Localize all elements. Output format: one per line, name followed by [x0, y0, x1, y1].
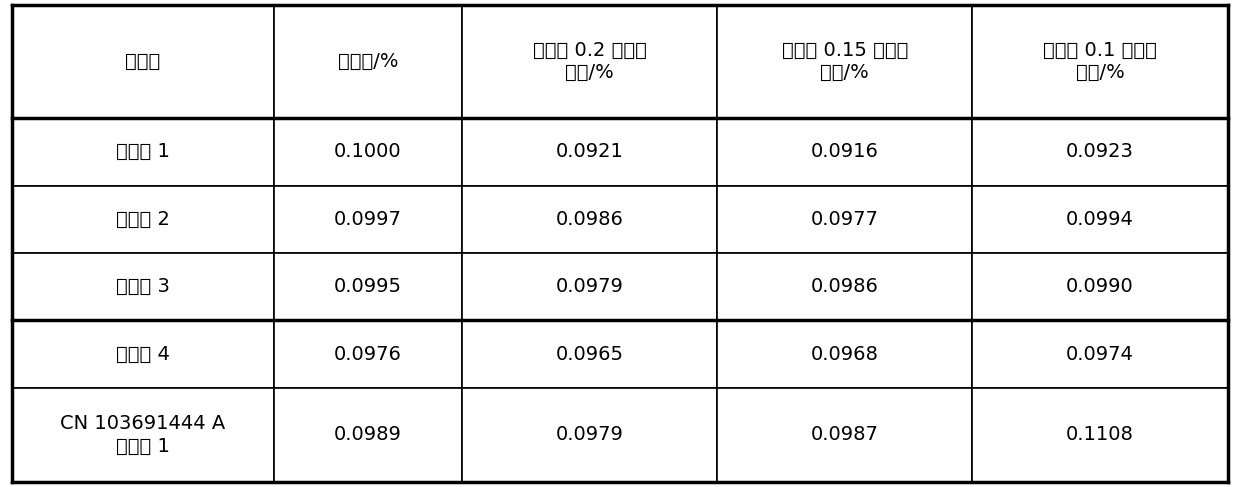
Text: 新样品/%: 新样品/%	[337, 52, 398, 71]
Bar	[274, 253, 463, 320]
Text: 0.0965: 0.0965	[556, 344, 624, 364]
Text: 0.0987: 0.0987	[811, 426, 879, 445]
Bar	[274, 320, 463, 388]
Bar	[274, 388, 463, 482]
Bar	[972, 253, 1228, 320]
Bar	[12, 320, 274, 388]
Bar	[972, 118, 1228, 186]
Text: 0.0976: 0.0976	[334, 344, 402, 364]
Bar	[717, 388, 972, 482]
Text: 汽气比 0.1 活性测
试后/%: 汽气比 0.1 活性测 试后/%	[1043, 41, 1157, 82]
Text: 0.0986: 0.0986	[811, 277, 879, 296]
Text: 0.0923: 0.0923	[1066, 142, 1133, 161]
Text: 汽气比 0.15 活性测
试后/%: 汽气比 0.15 活性测 试后/%	[781, 41, 908, 82]
Text: 实施例 3: 实施例 3	[117, 277, 170, 296]
Bar	[972, 5, 1228, 118]
Text: 催化剂: 催化剂	[125, 52, 161, 71]
Bar	[463, 5, 717, 118]
Text: 0.0989: 0.0989	[334, 426, 402, 445]
Text: 0.0968: 0.0968	[811, 344, 879, 364]
Bar	[717, 5, 972, 118]
Text: 0.1108: 0.1108	[1066, 426, 1133, 445]
Bar	[717, 118, 972, 186]
Text: 0.0921: 0.0921	[556, 142, 624, 161]
Text: 0.0995: 0.0995	[334, 277, 402, 296]
Bar	[972, 388, 1228, 482]
Bar	[972, 320, 1228, 388]
Bar	[274, 118, 463, 186]
Text: 汽气比 0.2 活性测
试后/%: 汽气比 0.2 活性测 试后/%	[533, 41, 646, 82]
Bar	[274, 5, 463, 118]
Text: 0.0990: 0.0990	[1066, 277, 1133, 296]
Bar	[972, 186, 1228, 253]
Bar	[717, 253, 972, 320]
Bar	[12, 186, 274, 253]
Text: 0.0977: 0.0977	[811, 210, 879, 229]
Bar	[463, 388, 717, 482]
Bar	[717, 320, 972, 388]
Text: 0.0986: 0.0986	[556, 210, 624, 229]
Text: 实施例 1: 实施例 1	[117, 142, 170, 161]
Bar	[12, 388, 274, 482]
Bar	[12, 5, 274, 118]
Bar	[12, 118, 274, 186]
Bar	[274, 186, 463, 253]
Text: 0.0979: 0.0979	[556, 426, 624, 445]
Bar	[12, 253, 274, 320]
Text: 实施例 4: 实施例 4	[117, 344, 170, 364]
Bar	[463, 118, 717, 186]
Text: 0.0979: 0.0979	[556, 277, 624, 296]
Text: 0.0997: 0.0997	[334, 210, 402, 229]
Bar	[463, 253, 717, 320]
Bar	[463, 320, 717, 388]
Text: 实施例 2: 实施例 2	[117, 210, 170, 229]
Text: 0.0974: 0.0974	[1066, 344, 1133, 364]
Text: 0.0994: 0.0994	[1066, 210, 1133, 229]
Text: CN 103691444 A
实施例 1: CN 103691444 A 实施例 1	[61, 414, 226, 455]
Bar	[717, 186, 972, 253]
Text: 0.1000: 0.1000	[334, 142, 402, 161]
Text: 0.0916: 0.0916	[811, 142, 879, 161]
Bar	[463, 186, 717, 253]
